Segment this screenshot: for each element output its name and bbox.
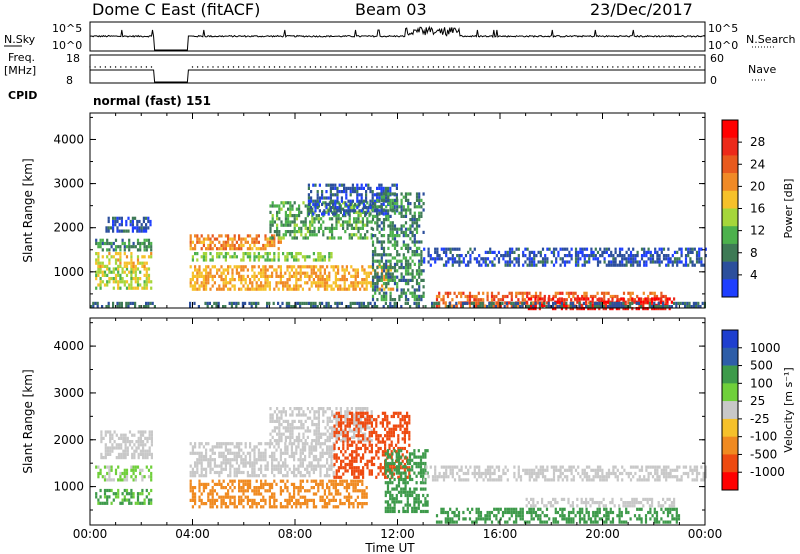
nsky-label: N.Sky <box>4 33 36 46</box>
nsearch-tick-low: 10^0 <box>708 39 739 52</box>
colorbar-tick-label: -500 <box>750 447 777 461</box>
freq-unit-label: [MHz] <box>4 64 37 77</box>
y-axis-label: Slant Range [km] <box>21 369 35 473</box>
colorbar-swatch <box>722 190 738 209</box>
velocity-panel: 1000 2000 3000 4000 Slant Range [km] <box>21 317 707 526</box>
x-tick-label: 16:00 <box>483 527 518 541</box>
colorbar-tick-label: 12 <box>750 224 765 238</box>
power-cells <box>90 183 707 311</box>
y-tick-label: 2000 <box>53 433 84 447</box>
colorbar-swatch <box>722 401 738 420</box>
nsearch-tick-high: 10^5 <box>708 22 739 35</box>
x-tick-label: 20:00 <box>585 527 620 541</box>
nave-trace <box>89 66 701 68</box>
colorbar-tick-label: 8 <box>750 246 758 260</box>
nave-label: Nave <box>748 63 777 76</box>
colorbar-tick-label: 16 <box>750 202 765 216</box>
colorbar-swatch <box>722 226 738 245</box>
colorbar-swatch <box>722 155 738 174</box>
colorbar-tick-label: -100 <box>750 430 777 444</box>
colorbar-tick-label: 20 <box>750 179 765 193</box>
colorbar-swatch <box>722 330 738 349</box>
colorbar-tick-label: -25 <box>750 412 770 426</box>
power-panel: 1000 2000 3000 4000 Slant Range [km] <box>21 112 707 311</box>
colorbar-swatch <box>722 279 738 298</box>
colorbar-label: Velocity [m s⁻¹] <box>782 367 795 452</box>
colorbar-swatch <box>722 173 738 192</box>
colorbar-tick-label: 4 <box>750 268 758 282</box>
colorbar-swatch <box>722 120 738 138</box>
nsky-tick-low: 10^0 <box>52 39 83 52</box>
cpid-text: normal (fast) 151 <box>93 94 211 108</box>
colorbar-tick-label: 28 <box>750 135 765 149</box>
x-tick-label: 00:00 <box>688 527 723 541</box>
colorbar-swatch <box>722 383 738 402</box>
freq-trace <box>90 69 705 83</box>
colorbar-tick-label: 500 <box>750 359 773 373</box>
y-tick-label: 1000 <box>53 265 84 279</box>
colorbar-swatch <box>722 347 738 366</box>
date-title: 23/Dec/2017 <box>590 0 693 19</box>
nave-tick-high: 60 <box>710 52 724 65</box>
power-colorbar: 4 8 12 16 20 24 28 Power [dB] <box>721 119 795 298</box>
colorbar-tick-label: 1000 <box>750 341 781 355</box>
colorbar-swatch <box>722 137 738 156</box>
y-tick-label: 4000 <box>53 132 84 146</box>
nave-tick-low: 0 <box>710 74 717 87</box>
colorbar-tick-label: 25 <box>750 394 765 408</box>
colorbar-tick-label: 100 <box>750 376 773 390</box>
x-tick-label: 12:00 <box>380 527 415 541</box>
y-tick-label: 4000 <box>53 339 84 353</box>
x-axis-label: Time UT <box>364 541 415 554</box>
colorbar-label: Power [dB] <box>782 179 795 239</box>
station-title: Dome C East (fitACF) <box>92 0 261 19</box>
colorbar-swatch <box>722 261 738 280</box>
y-tick-label: 3000 <box>53 177 84 191</box>
colorbar-swatch <box>722 418 738 437</box>
nsearch-label: N.Search <box>746 33 796 46</box>
colorbar-swatch <box>722 436 738 455</box>
y-tick-label: 2000 <box>53 221 84 235</box>
colorbar-swatch <box>722 243 738 262</box>
colorbar-swatch <box>722 454 738 473</box>
time-axis-labels: 00:00 04:00 08:00 12:00 16:00 20:00 00:00 <box>73 527 723 541</box>
freq-panel <box>89 54 706 84</box>
colorbar-tick-label: 24 <box>750 157 765 171</box>
velocity-cells <box>95 407 707 524</box>
y-tick-label: 1000 <box>53 480 84 494</box>
colorbar-tick-label: -1000 <box>750 465 785 479</box>
colorbar-swatch <box>722 365 738 384</box>
y-tick-label: 3000 <box>53 386 84 400</box>
x-tick-label: 00:00 <box>73 527 108 541</box>
freq-tick-high: 18 <box>66 52 80 65</box>
x-tick-label: 04:00 <box>175 527 210 541</box>
nsky-trace <box>89 25 706 51</box>
colorbar-swatch <box>722 472 738 491</box>
cpid-label: CPID <box>8 89 38 102</box>
nsky-tick-high: 10^5 <box>52 22 83 35</box>
freq-tick-low: 8 <box>66 74 73 87</box>
x-tick-label: 08:00 <box>278 527 313 541</box>
colorbar-swatch <box>722 208 738 227</box>
freq-label: Freq. <box>8 51 36 64</box>
y-axis-label: Slant Range [km] <box>21 158 35 262</box>
nsky-panel <box>89 21 706 52</box>
beam-title: Beam 03 <box>355 0 427 19</box>
